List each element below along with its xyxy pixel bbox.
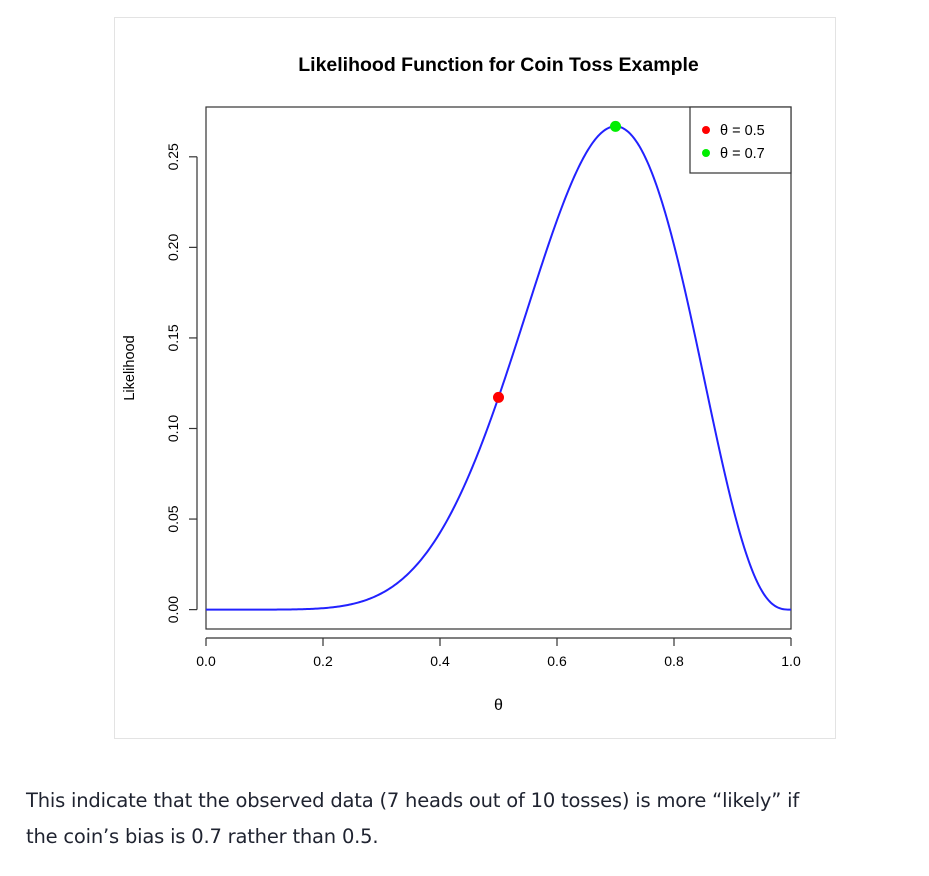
y-tick-label: 0.20	[165, 234, 181, 261]
x-tick-label: 0.4	[430, 653, 450, 669]
legend-label: θ = 0.7	[720, 146, 765, 162]
y-tick-label: 0.15	[165, 324, 181, 351]
legend-box	[689, 106, 792, 174]
theta-point-2	[610, 120, 621, 132]
y-tick-label: 0.25	[165, 143, 181, 170]
chart-title: Likelihood Function for Coin Toss Exampl…	[298, 54, 699, 76]
x-axis-label: θ	[494, 697, 503, 714]
x-tick-label: 0.2	[313, 653, 333, 669]
x-tick-label: 0.6	[547, 653, 567, 669]
likelihood-chart: Likelihood Function for Coin Toss Exampl…	[122, 54, 801, 714]
y-tick-label: 0.10	[165, 415, 181, 442]
caption-line-2: the coin’s bias is 0.7 rather than 0.5.	[26, 825, 379, 848]
theta-point-1	[493, 391, 504, 403]
x-tick-label: 0.0	[196, 653, 216, 669]
caption-paragraph: This indicate that the observed data (7 …	[26, 783, 916, 855]
legend-label: θ = 0.5	[720, 123, 765, 139]
x-tick-label: 0.8	[664, 653, 684, 669]
likelihood-curve-line	[206, 125, 791, 611]
likelihood-chart-card: Likelihood Function for Coin Toss Exampl…	[114, 17, 836, 739]
y-tick-label: 0.00	[165, 596, 181, 623]
legend-marker	[702, 126, 710, 134]
plot-frame	[205, 106, 792, 630]
x-tick-label: 1.0	[781, 653, 801, 669]
y-axis-label: Likelihood	[122, 335, 138, 400]
caption-line-1: This indicate that the observed data (7 …	[26, 789, 800, 812]
y-tick-label: 0.05	[165, 505, 181, 532]
legend-marker	[702, 149, 710, 157]
